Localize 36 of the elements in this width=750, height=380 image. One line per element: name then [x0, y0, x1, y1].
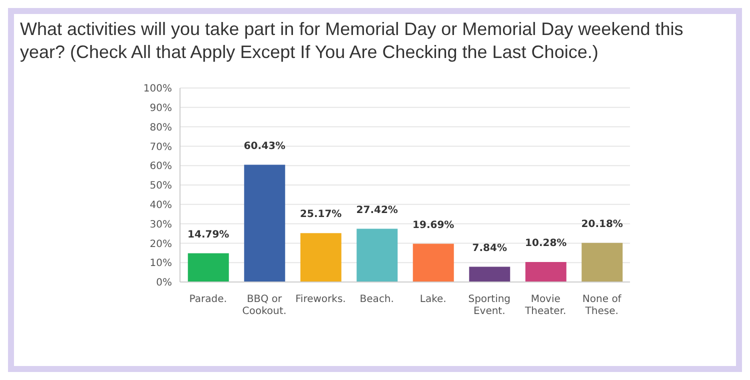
y-tick-label: 20% — [150, 238, 172, 250]
bar — [469, 266, 510, 282]
x-tick-label: BBQ or Cookout. — [242, 294, 286, 317]
chart-title: What activities will you take part in for Memorial Day or Memorial Day weekend this year? (Check All that Apply Except If You Are Checking the Last Choice.) — [20, 18, 684, 64]
y-tick-label: 30% — [150, 219, 172, 230]
data-label: 14.79% — [188, 229, 230, 240]
bar — [582, 242, 623, 282]
x-tick-label: Parade. — [189, 294, 227, 305]
data-label: 7.84% — [472, 242, 507, 254]
y-tick-label: 70% — [150, 142, 172, 153]
bar — [188, 253, 229, 282]
x-tick-label: Movie Theater. — [524, 294, 566, 317]
data-label: 10.28% — [525, 238, 567, 250]
x-tick-label: Sporting Event. — [468, 294, 511, 317]
data-label: 27.42% — [356, 204, 398, 216]
bar — [300, 233, 342, 282]
data-label: 60.43% — [244, 140, 286, 152]
data-label: 19.69% — [412, 220, 454, 231]
x-tick-label: Fireworks. — [295, 294, 346, 305]
y-tick-label: 50% — [150, 180, 172, 192]
y-tick-label: 60% — [150, 161, 172, 172]
x-tick-label: None of These. — [582, 294, 622, 317]
data-label: 25.17% — [300, 209, 342, 220]
bar — [244, 164, 286, 282]
y-tick-label: 10% — [150, 258, 172, 270]
y-tick-label: 0% — [156, 278, 172, 289]
x-tick-label: Lake. — [420, 294, 446, 305]
bar — [525, 262, 566, 282]
y-tick-label: 100% — [143, 84, 172, 95]
data-label: 20.18% — [581, 218, 623, 230]
y-tick-label: 90% — [150, 102, 172, 114]
bar — [356, 228, 398, 282]
x-tick-label: Beach. — [360, 294, 394, 305]
y-tick-label: 80% — [150, 122, 172, 134]
y-tick-label: 40% — [150, 200, 172, 211]
bar — [412, 244, 454, 282]
